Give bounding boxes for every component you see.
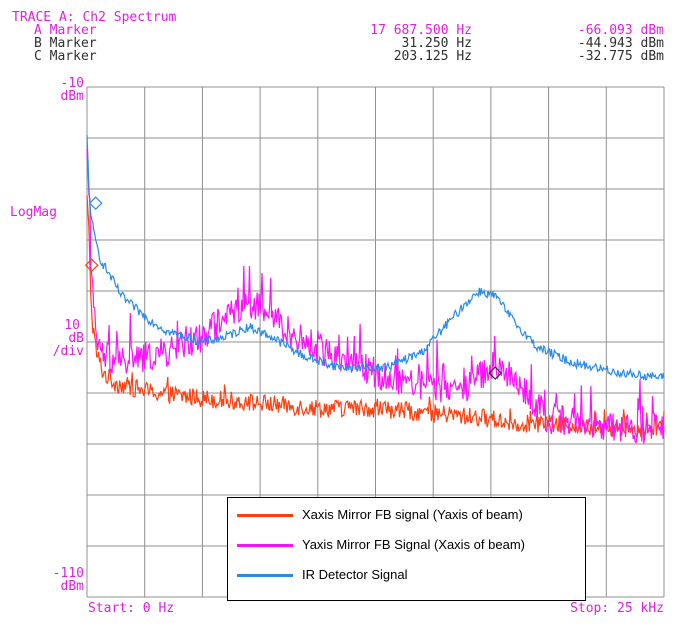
legend-swatch-ir (237, 574, 293, 577)
trace-title: TRACE A: Ch2 Spectrum (12, 10, 177, 25)
legend-swatch-xaxis (237, 514, 293, 517)
marker-c-amp: -32.775 dBm (577, 49, 664, 64)
marker-b-label: B Marker (34, 36, 97, 51)
chart-legend: Xaxis Mirror FB signal (Yaxis of beam) Y… (227, 497, 586, 601)
series-layer (86, 135, 665, 444)
y-bottom-unit: dBm (60, 579, 84, 594)
marker-c-label: C Marker (34, 49, 97, 64)
legend-label-yaxis: Yaxis Mirror FB Signal (Xaxis of beam) (302, 537, 525, 552)
marker-b-diamond (84, 258, 99, 273)
marker-a-freq: 17 687.500 Hz (370, 23, 472, 38)
series-xaxis-mirror (86, 195, 665, 438)
legend-swatch-yaxis (237, 544, 293, 547)
start-frequency: Start: 0 Hz (88, 601, 175, 616)
stop-frequency: Stop: 25 kHz (570, 601, 664, 616)
marker-a-amp: -66.093 dBm (577, 23, 664, 38)
marker-c-diamond (88, 196, 103, 211)
mode-label: LogMag (10, 205, 57, 220)
y-top-unit: dBm (60, 89, 84, 104)
legend-item-ir: IR Detector Signal (228, 565, 585, 585)
legend-item-yaxis: Yaxis Mirror FB Signal (Xaxis of beam) (228, 535, 585, 555)
marker-a-label: A Marker (34, 23, 97, 38)
y-bottom-value: -110 (52, 566, 84, 581)
marker-b-amp: -44.943 dBm (577, 36, 664, 51)
series-ir-detector (86, 135, 665, 381)
legend-label-xaxis: Xaxis Mirror FB signal (Yaxis of beam) (302, 507, 523, 522)
legend-label-ir: IR Detector Signal (302, 567, 408, 582)
marker-a-diamond (488, 366, 503, 380)
marker-b-freq: 31.250 Hz (401, 36, 472, 51)
scale-unit: dB (68, 331, 84, 346)
series-yaxis-mirror (86, 148, 665, 444)
legend-item-xaxis: Xaxis Mirror FB signal (Yaxis of beam) (228, 505, 585, 525)
scale-value: 10 (64, 318, 80, 333)
marker-c-freq: 203.125 Hz (393, 49, 472, 64)
marker-layer (84, 196, 503, 380)
y-top-value: -10 (60, 76, 84, 91)
scale-per: /div (52, 344, 84, 359)
